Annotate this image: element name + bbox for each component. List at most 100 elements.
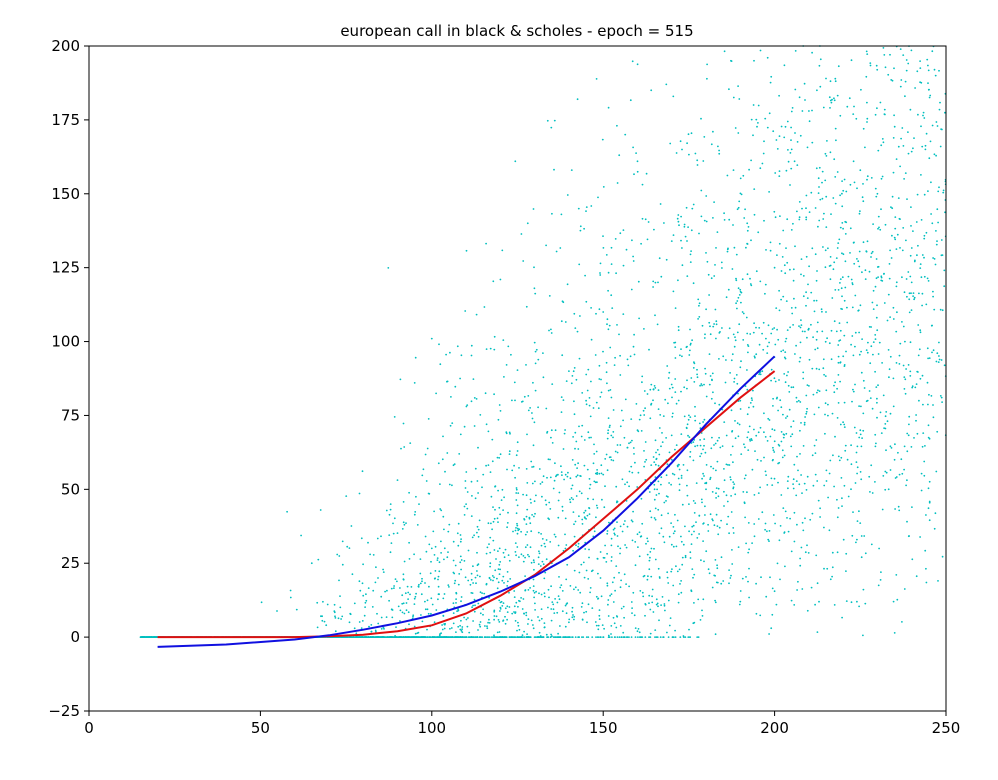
scatter-point [630,288,633,291]
scatter-point [596,636,599,638]
scatter-point [938,341,940,344]
scatter-point [866,178,868,181]
scatter-point [821,181,823,184]
scatter-point [457,544,460,547]
scatter-point [338,555,341,557]
scatter-point [624,544,626,546]
scatter-point [780,406,783,409]
scatter-point [688,153,690,156]
scatter-point [861,271,863,274]
scatter-point [843,426,846,428]
scatter-point [850,488,852,491]
scatter-point [559,247,562,249]
scatter-point [574,520,577,523]
scatter-point [785,247,787,250]
scatter-point [688,436,691,438]
scatter-point [499,610,501,612]
scatter-point [817,499,820,502]
scatter-point [543,626,546,629]
scatter-point [449,636,451,638]
scatter-point [799,341,802,344]
scatter-point [800,422,802,424]
scatter-point [389,508,392,511]
scatter-point [865,250,868,253]
scatter-point [715,487,718,489]
scatter-point [455,636,457,638]
scatter-point [884,66,887,69]
scatter-point [859,433,862,436]
scatter-point [300,534,302,537]
scatter-point [780,298,782,301]
scatter-point [684,235,687,238]
scatter-point [747,522,750,524]
scatter-point [880,276,883,279]
scatter-point [784,381,787,384]
scatter-point [497,418,500,421]
scatter-point [844,233,847,235]
scatter-point [750,159,752,162]
scatter-point [728,582,730,585]
scatter-point [586,621,588,624]
scatter-point [526,633,528,635]
scatter-point [732,486,735,489]
scatter-point [675,402,678,405]
scatter-point [666,571,669,574]
scatter-point [460,538,462,540]
scatter-point [900,79,903,81]
scatter-point [704,367,706,370]
scatter-point [387,267,390,269]
scatter-point [520,597,522,599]
scatter-point [779,399,782,402]
scatter-point [843,484,846,487]
scatter-point [784,510,787,513]
scatter-point [839,226,842,229]
scatter-point [525,523,528,525]
scatter-point [896,233,899,236]
scatter-point [821,330,824,333]
scatter-point [828,472,831,475]
scatter-point [453,582,456,585]
scatter-point [758,343,761,346]
scatter-point [768,341,770,344]
scatter-point [495,615,498,618]
scatter-point [593,443,595,446]
scatter-point [565,544,568,546]
scatter-point [514,399,516,402]
scatter-point [833,391,836,394]
scatter-point [835,139,837,142]
scatter-point [680,535,682,538]
scatter-point [535,590,537,593]
scatter-point [473,598,476,601]
scatter-point [658,453,661,456]
scatter-point [866,101,868,104]
scatter-point [457,583,460,586]
scatter-point [907,434,910,437]
scatter-point [814,253,817,256]
scatter-point [921,445,924,448]
scatter-point [677,593,680,596]
scatter-point [709,478,711,481]
scatter-point [860,556,863,559]
scatter-point [796,589,798,591]
scatter-point [537,531,540,534]
scatter-point [626,358,629,361]
scatter-point [622,419,624,422]
scatter-point [806,336,808,339]
scatter-point [631,439,633,442]
scatter-point [456,636,459,638]
scatter-point [839,114,842,117]
scatter-point [631,607,633,609]
scatter-point [689,261,692,263]
scatter-point [759,486,761,489]
scatter-point [666,631,668,634]
scatter-point [358,636,361,638]
scatter-point [789,268,791,271]
scatter-point [874,370,876,373]
scatter-point [700,215,703,218]
scatter-point [772,130,775,133]
scatter-point [901,472,904,475]
scatter-point [654,463,657,466]
scatter-point [540,636,542,638]
scatter-point [380,616,383,619]
scatter-point [569,501,572,504]
